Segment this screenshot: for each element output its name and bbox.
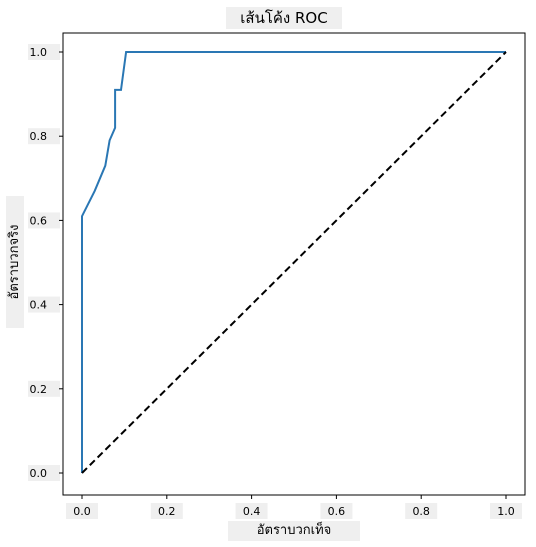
x-tick-label: 0.2 xyxy=(158,505,176,518)
x-tick-label: 0.6 xyxy=(328,505,346,518)
y-axis-label-highlight xyxy=(6,196,24,328)
y-tick-label: 0.2 xyxy=(30,383,48,396)
y-tick-label: 1.0 xyxy=(30,46,48,59)
x-tick-highlight xyxy=(320,503,353,519)
y-axis-label: อัตราบวกจริง xyxy=(7,224,22,300)
y-tick-highlight xyxy=(28,128,60,145)
x-axis-label: อัตราบวกเท็จ xyxy=(256,523,332,538)
y-tick-highlight xyxy=(28,44,60,60)
y-tick-highlight xyxy=(28,212,60,229)
title-highlight xyxy=(226,7,342,29)
chart-title: เส้นโค้ง ROC xyxy=(240,9,328,27)
x-tick-label: 0.8 xyxy=(412,505,430,518)
y-tick-highlight xyxy=(28,296,60,313)
y-tick-label: 0.8 xyxy=(30,130,48,143)
plot-frame xyxy=(62,32,526,496)
x-axis-label-highlight xyxy=(228,521,360,541)
y-tick-label: 0.0 xyxy=(30,467,48,480)
x-tick-highlight xyxy=(66,503,98,519)
y-tick-label: 0.4 xyxy=(30,299,48,312)
y-tick-highlight xyxy=(28,380,60,397)
x-tick-label: 0.4 xyxy=(243,505,261,518)
roc-curve-line xyxy=(81,51,506,473)
y-tick-label: 0.6 xyxy=(30,214,48,227)
x-tick-highlight xyxy=(235,503,268,519)
y-tick-highlight xyxy=(28,465,60,481)
x-tick-label: 0.0 xyxy=(73,505,91,518)
x-tick-highlight xyxy=(150,503,183,519)
x-tick-highlight xyxy=(490,503,522,519)
x-tick-label: 1.0 xyxy=(497,505,515,518)
chance-diagonal-line xyxy=(81,51,507,474)
x-tick-highlight xyxy=(405,503,438,519)
